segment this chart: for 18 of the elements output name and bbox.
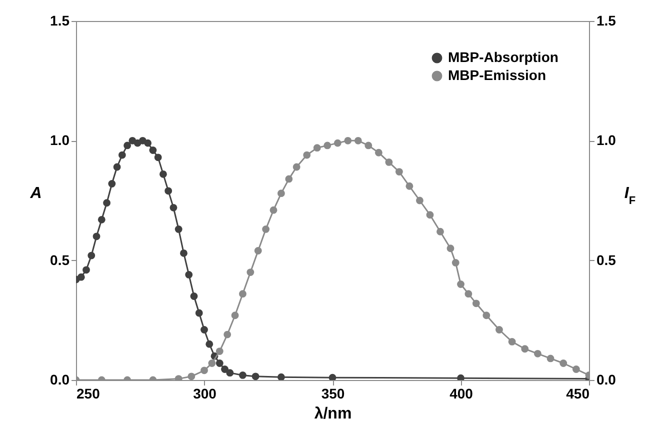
y2-tick-label: 1.5	[596, 12, 616, 28]
y2-tick-label: 0.5	[596, 252, 616, 268]
y-tick-label: 1.0	[50, 132, 70, 148]
x-axis-title: λ/nm	[314, 406, 352, 422]
y-tick-label: 1.5	[50, 12, 70, 28]
x-tick-label: 250	[76, 386, 100, 402]
y-tick-label: 0.0	[50, 372, 70, 388]
x-tick-label: 450	[566, 386, 590, 402]
x-tick-label: 300	[193, 386, 217, 402]
x-tick-label: 400	[450, 386, 474, 402]
y2-axis-title: I$_{F}$	[624, 185, 636, 207]
y-tick-label: 0.5	[50, 252, 70, 268]
legend-label: MBP-Emission	[448, 67, 546, 83]
y-axis-title: A	[29, 185, 42, 202]
x-tick-label: 350	[321, 386, 345, 402]
y2-tick-label: 1.0	[596, 132, 616, 148]
legend-label: MBP-Absorption	[448, 49, 558, 65]
y2-tick-label: 0.0	[596, 372, 616, 388]
